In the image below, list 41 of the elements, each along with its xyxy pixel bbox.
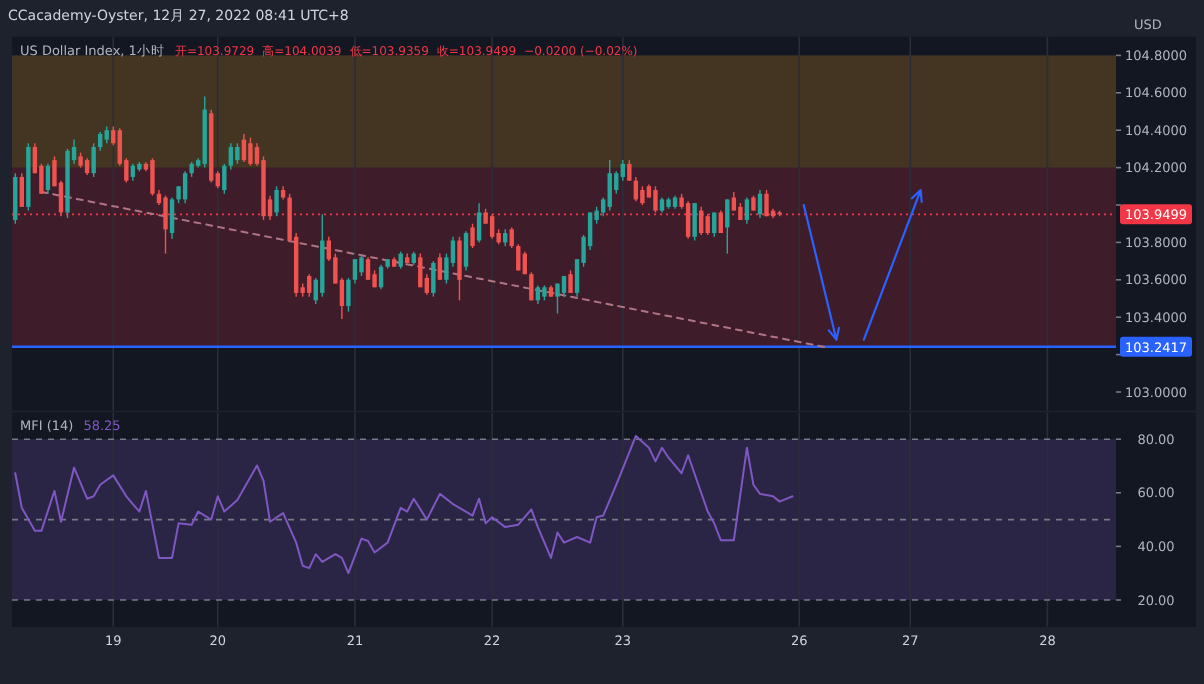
candlestick [640, 185, 645, 206]
candlestick [150, 157, 155, 197]
line-series [14, 434, 794, 575]
candlestick [725, 198, 730, 255]
candlestick [45, 163, 51, 195]
candlestick [731, 191, 737, 212]
candlestick [359, 254, 364, 277]
candlestick [307, 273, 312, 298]
candlestick [712, 211, 717, 238]
candlestick [653, 185, 658, 214]
candlestick [555, 282, 560, 315]
candlestick [620, 159, 625, 182]
candlestick [13, 172, 18, 225]
candlestick [692, 202, 697, 242]
candlestick [744, 196, 750, 225]
candlestick [476, 202, 482, 244]
candlestick [418, 252, 423, 288]
candlestick [568, 269, 573, 294]
candlestick [274, 185, 279, 217]
candlestick [235, 142, 240, 165]
candlestick [470, 223, 475, 249]
candlestick [431, 260, 436, 298]
candlestick [182, 170, 188, 204]
candlestick [516, 243, 521, 272]
candlestick [705, 213, 710, 236]
candlestick [19, 172, 24, 208]
candlestick [561, 275, 567, 298]
candlestick [535, 284, 541, 305]
candlestick [607, 159, 612, 212]
candlestick [437, 252, 443, 281]
candlestick [764, 189, 769, 217]
candlestick [463, 230, 469, 272]
candlestick [685, 200, 691, 240]
candlestick [365, 256, 371, 281]
candlestick [489, 213, 495, 240]
candlestick [529, 271, 534, 302]
candlestick [457, 236, 462, 302]
candlestick [346, 277, 351, 313]
candlestick [509, 226, 514, 249]
candlestick [248, 136, 253, 167]
candlestick [163, 194, 168, 255]
